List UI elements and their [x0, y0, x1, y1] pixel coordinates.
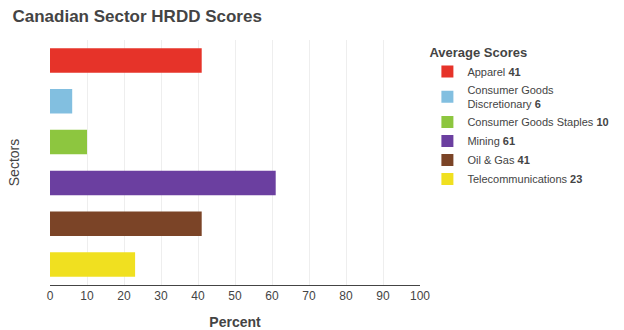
svg-text:Consumer GoodsDiscretionary 6: Consumer GoodsDiscretionary 6 — [467, 84, 554, 110]
svg-text:0: 0 — [47, 289, 54, 303]
svg-text:Mining 61: Mining 61 — [467, 135, 515, 147]
svg-text:20: 20 — [117, 289, 131, 303]
svg-text:Average Scores: Average Scores — [429, 45, 527, 60]
svg-text:Telecommunications 23: Telecommunications 23 — [467, 173, 582, 185]
svg-text:Canadian Sector HRDD Scores: Canadian Sector HRDD Scores — [12, 7, 261, 26]
svg-text:50: 50 — [228, 289, 242, 303]
svg-text:60: 60 — [265, 289, 279, 303]
svg-text:80: 80 — [339, 289, 353, 303]
svg-text:Percent: Percent — [209, 314, 261, 330]
svg-text:10: 10 — [80, 289, 94, 303]
svg-text:40: 40 — [191, 289, 205, 303]
svg-text:30: 30 — [154, 289, 168, 303]
svg-text:100: 100 — [410, 289, 430, 303]
svg-text:Apparel 41: Apparel 41 — [467, 66, 520, 78]
svg-text:Oil & Gas 41: Oil & Gas 41 — [467, 154, 529, 166]
svg-text:Consumer Goods Staples 10: Consumer Goods Staples 10 — [467, 116, 608, 128]
svg-text:70: 70 — [302, 289, 316, 303]
svg-text:90: 90 — [376, 289, 390, 303]
svg-text:Sectors: Sectors — [6, 139, 22, 186]
